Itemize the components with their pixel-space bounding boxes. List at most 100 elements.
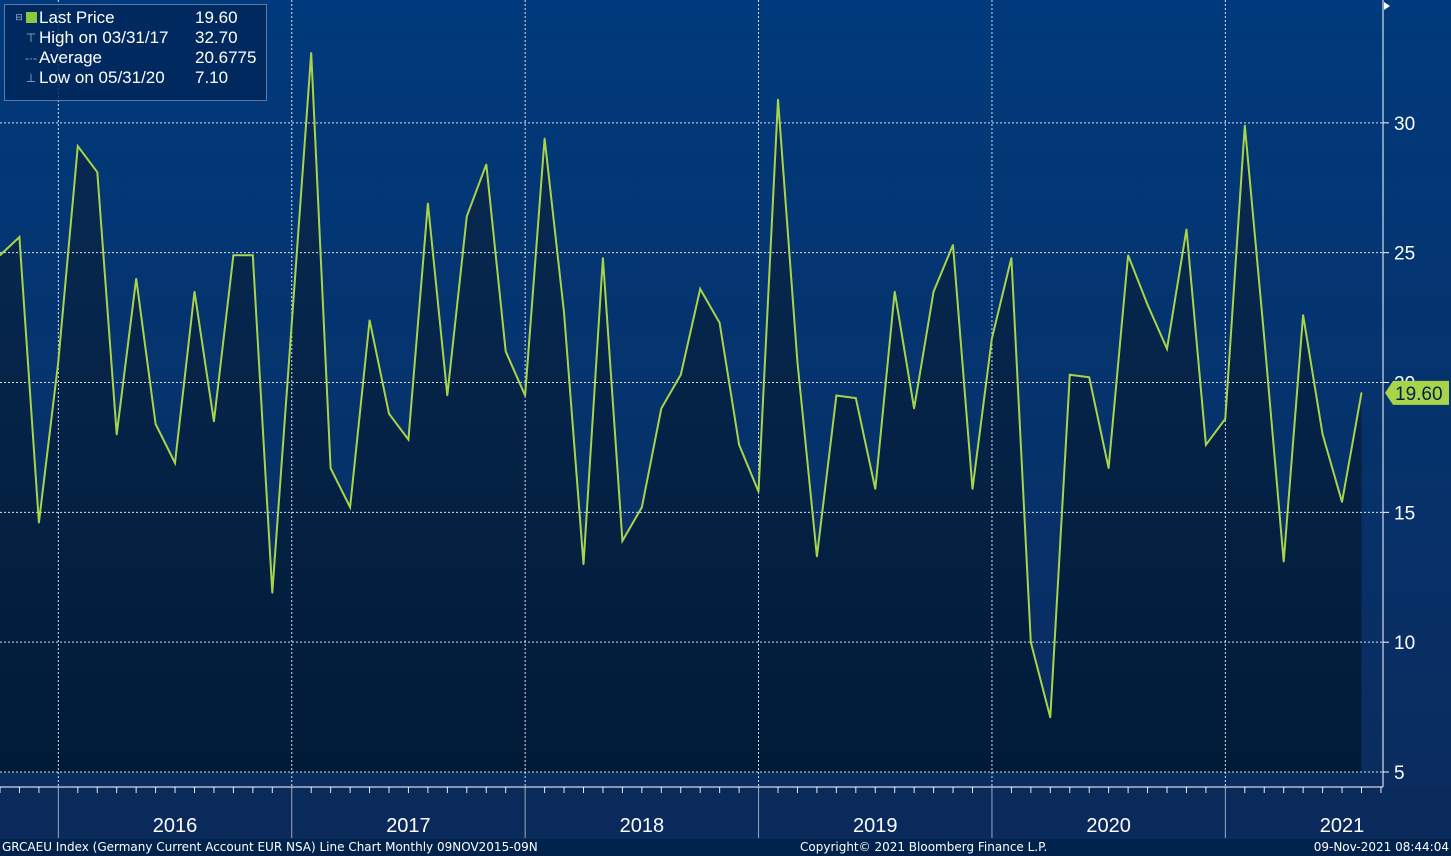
legend-high: ⊤ High on 03/31/17 32.70	[5, 28, 266, 48]
data-point	[427, 202, 429, 205]
year-label-2017: 2017	[386, 815, 431, 837]
data-point	[271, 592, 274, 594]
data-point	[621, 540, 624, 542]
last-price-value: 19.60	[195, 8, 238, 27]
data-point	[38, 521, 40, 524]
data-point	[835, 394, 838, 397]
high-value: 32.70	[195, 28, 238, 47]
data-point	[991, 337, 993, 340]
data-point	[57, 360, 60, 363]
data-point	[368, 319, 371, 321]
data-point	[1107, 467, 1110, 470]
data-point	[699, 288, 701, 290]
data-point	[582, 563, 585, 566]
y-tick-label-30: 30	[1394, 114, 1415, 135]
data-point	[329, 467, 332, 470]
y-tick-label-5: 5	[1394, 763, 1405, 784]
year-label-2016: 2016	[153, 815, 198, 837]
data-point	[466, 215, 468, 218]
data-point	[115, 433, 118, 436]
data-point	[77, 145, 79, 148]
low-marker-icon: ⊥	[25, 71, 37, 85]
year-label-2019: 2019	[853, 815, 898, 837]
data-point	[796, 360, 799, 363]
data-point	[816, 555, 818, 558]
footer-copyright: Copyright© 2021 Bloomberg Finance L.P.	[800, 840, 1048, 854]
axis-layer: 51015202530201620172018201920202021	[0, 0, 1415, 838]
data-point	[1321, 433, 1324, 436]
data-point	[1360, 392, 1363, 394]
average-marker-icon: -·-	[25, 51, 37, 65]
data-point	[1224, 418, 1227, 420]
data-point	[407, 438, 410, 441]
collapse-icon[interactable]: ⊟	[15, 12, 23, 22]
data-point	[1282, 560, 1285, 563]
data-point	[718, 321, 721, 324]
y-tick-label-15: 15	[1394, 503, 1415, 524]
data-point	[1088, 376, 1090, 379]
data-point	[349, 506, 351, 508]
low-label: Low on 05/31/20	[39, 68, 165, 87]
data-point	[660, 407, 663, 410]
data-point	[252, 254, 254, 257]
data-point	[1341, 501, 1343, 503]
legend-average: -·- Average 20.6775	[5, 48, 266, 68]
footer-chart-description: GRCAEU Index (Germany Current Account EU…	[2, 840, 538, 854]
year-label-2021: 2021	[1320, 815, 1365, 837]
data-point	[777, 98, 779, 101]
data-point	[971, 488, 974, 490]
data-point	[855, 397, 857, 399]
average-value: 20.6775	[195, 48, 257, 67]
data-point	[504, 350, 507, 353]
legend-last-price: ⊟ Last Price 19.60	[5, 8, 266, 28]
data-point	[1030, 641, 1032, 643]
data-point	[1244, 124, 1246, 127]
data-point	[1127, 254, 1129, 257]
data-point	[1263, 337, 1266, 340]
data-point	[0, 254, 1, 257]
data-point	[1302, 314, 1304, 316]
price-tag-label: 19.60	[1395, 384, 1443, 405]
average-label: Average	[39, 48, 103, 67]
data-point	[543, 137, 546, 140]
last-price-swatch-icon	[26, 12, 37, 23]
data-point	[874, 488, 877, 490]
data-point	[310, 51, 313, 54]
data-point	[1205, 444, 1207, 446]
data-point	[1049, 716, 1052, 719]
footer-timestamp: 09-Nov-2021 08:44:04	[1313, 840, 1449, 854]
data-point	[563, 311, 565, 314]
area-fill	[0, 52, 1362, 772]
data-point	[388, 412, 390, 415]
data-point	[679, 373, 682, 376]
last-price-tag: 19.60	[1385, 380, 1449, 405]
data-point	[1185, 228, 1188, 231]
price-line-layer	[0, 51, 1363, 719]
bottom-axis-background	[0, 788, 1451, 839]
data-point	[174, 462, 176, 464]
data-point	[213, 420, 215, 423]
data-point	[602, 257, 604, 259]
y-tick-label-25: 25	[1394, 244, 1415, 265]
data-point	[18, 236, 21, 238]
data-point	[913, 407, 915, 410]
area-fill-layer	[0, 52, 1362, 772]
data-point	[524, 394, 526, 397]
year-label-2020: 2020	[1086, 815, 1131, 837]
data-point	[96, 171, 99, 173]
data-point	[757, 490, 760, 493]
data-point	[446, 394, 449, 397]
data-point	[1068, 373, 1071, 376]
data-point	[893, 290, 896, 293]
data-point	[952, 244, 954, 246]
last-price-label: Last Price	[39, 8, 115, 27]
y-axis-arrow-icon	[1384, 2, 1390, 10]
data-point	[1010, 257, 1013, 259]
data-point	[290, 321, 293, 324]
data-point	[135, 277, 137, 280]
data-point	[738, 444, 740, 446]
data-point	[193, 290, 196, 293]
data-point	[1146, 303, 1149, 306]
